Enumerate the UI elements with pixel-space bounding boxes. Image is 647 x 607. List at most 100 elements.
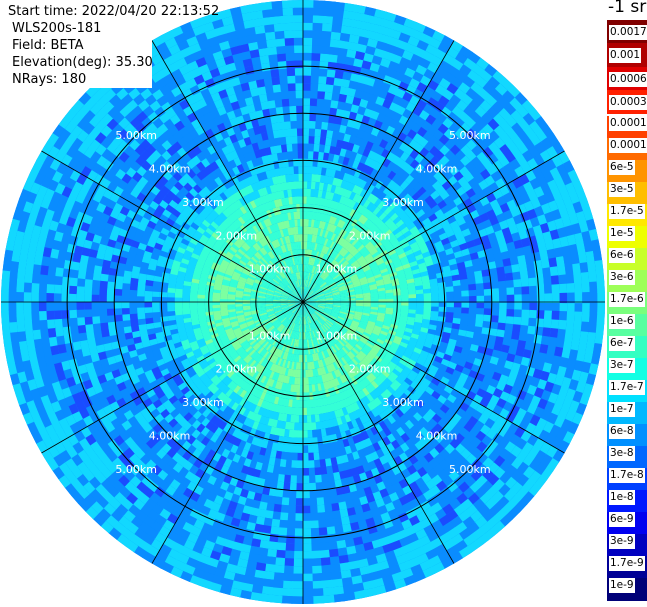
beta-cell <box>308 219 312 227</box>
beta-cell <box>315 360 320 369</box>
beta-cell <box>252 254 260 262</box>
beta-cell <box>377 290 386 295</box>
beta-cell <box>290 361 295 370</box>
beta-cell <box>291 306 298 313</box>
beta-cell <box>313 337 317 346</box>
beta-cell <box>271 379 278 389</box>
beta-cell <box>300 354 303 363</box>
beta-cell <box>360 262 369 269</box>
beta-cell <box>297 324 300 332</box>
beta-cell <box>311 234 316 243</box>
beta-cell <box>250 269 259 276</box>
beta-cell <box>295 308 300 316</box>
beta-cell <box>307 316 311 324</box>
beta-cell <box>99 294 107 302</box>
beta-cell <box>338 312 347 317</box>
beta-cell <box>259 348 266 356</box>
beta-cell <box>344 333 352 340</box>
beta-cell <box>217 330 226 336</box>
beta-cell <box>333 243 340 251</box>
beta-cell <box>237 248 246 256</box>
beta-cell <box>301 309 303 318</box>
beta-cell <box>340 294 348 297</box>
beta-cell <box>374 322 383 328</box>
beta-cell <box>334 360 341 369</box>
beta-cell <box>232 255 241 262</box>
beta-cell <box>91 308 100 317</box>
beta-cell <box>305 287 308 295</box>
beta-cell <box>319 281 326 287</box>
beta-cell <box>260 375 267 384</box>
beta-cell <box>294 308 299 315</box>
beta-cell <box>336 280 344 286</box>
beta-cell <box>252 370 259 379</box>
beta-cell <box>290 306 297 311</box>
beta-cell <box>304 287 307 295</box>
beta-cell <box>256 355 264 364</box>
beta-cell <box>240 274 248 280</box>
beta-cell <box>337 283 346 288</box>
beta-cell <box>343 345 351 353</box>
beta-cell <box>350 260 359 267</box>
beta-cell <box>129 307 138 315</box>
beta-cell <box>324 290 332 295</box>
beta-cell <box>363 297 371 301</box>
beta-cell <box>306 279 309 288</box>
beta-cell <box>214 279 223 285</box>
beta-cell <box>295 302 303 304</box>
beta-cell <box>277 313 285 319</box>
beta-cell <box>337 255 344 263</box>
beta-cell <box>237 283 245 288</box>
beta-cell <box>234 344 242 351</box>
beta-cell <box>349 325 358 331</box>
beta-cell <box>299 385 303 393</box>
beta-cell <box>299 324 302 333</box>
beta-cell <box>290 322 295 330</box>
beta-cell <box>261 367 268 376</box>
beta-cell <box>308 384 313 393</box>
beta-cell <box>315 310 323 315</box>
beta-cell <box>350 275 359 281</box>
beta-cell <box>308 482 317 491</box>
beta-cell <box>315 497 325 506</box>
beta-cell <box>339 291 348 295</box>
beta-cell <box>353 316 362 321</box>
beta-cell <box>275 331 281 339</box>
beta-cell <box>245 345 253 353</box>
beta-cell <box>319 281 327 288</box>
beta-cell <box>339 238 346 246</box>
beta-cell <box>298 362 301 370</box>
beta-cell <box>339 309 348 314</box>
beta-cell <box>246 261 255 269</box>
beta-cell <box>272 267 279 274</box>
beta-cell <box>297 445 303 453</box>
beta-cell <box>220 309 229 314</box>
beta-cell <box>229 283 238 288</box>
beta-cell <box>262 318 270 324</box>
beta-cell <box>282 292 290 297</box>
beta-cell <box>307 307 313 314</box>
beta-cell <box>284 259 289 268</box>
beta-cell <box>254 242 262 250</box>
beta-cell <box>310 298 318 301</box>
beta-cell <box>243 289 252 293</box>
beta-cell <box>273 305 281 308</box>
beta-cell <box>273 295 281 299</box>
beta-cell <box>293 338 297 347</box>
beta-cell <box>350 337 358 344</box>
beta-cell <box>268 271 275 278</box>
beta-cell <box>212 310 221 315</box>
beta-cell <box>308 467 316 476</box>
beta-cell <box>260 314 268 319</box>
beta-cell <box>290 293 297 298</box>
beta-cell <box>370 332 379 339</box>
beta-cell <box>259 287 268 292</box>
beta-cell <box>303 271 306 280</box>
beta-cell <box>261 246 268 255</box>
beta-cell <box>328 258 335 266</box>
beta-cell <box>231 322 240 328</box>
beta-cell <box>295 324 299 332</box>
beta-cell <box>281 307 289 311</box>
beta-cell <box>295 226 299 235</box>
beta-cell <box>272 364 278 372</box>
